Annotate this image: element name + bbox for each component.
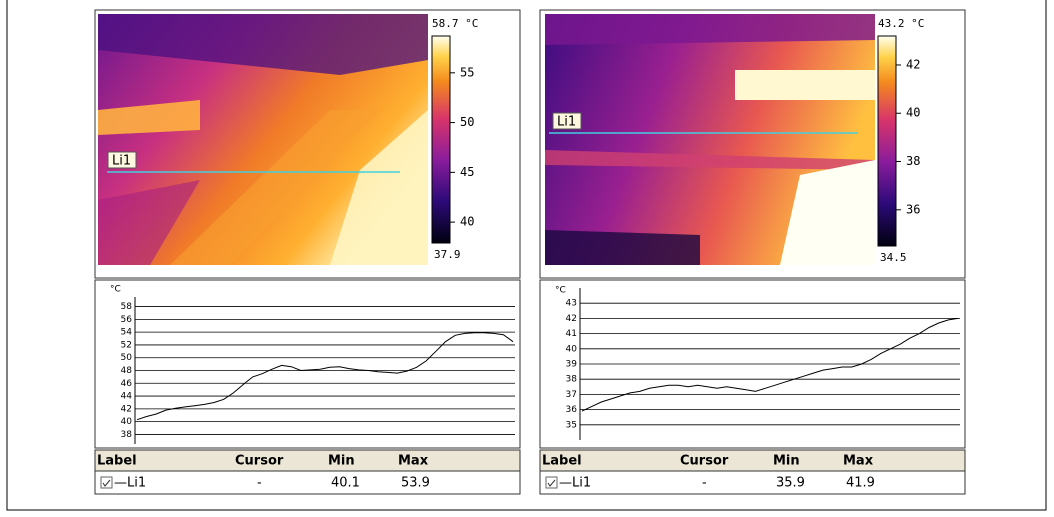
y-tick-label: 41	[566, 329, 577, 339]
y-tick-label: 35	[566, 420, 577, 430]
table-cell: -	[257, 476, 262, 491]
colorbar-tick-label: 50	[460, 115, 474, 129]
line-label-box	[552, 112, 582, 130]
profile-curve	[581, 317, 959, 412]
checkmark	[547, 479, 556, 487]
y-axis-label: °C	[555, 286, 566, 296]
colorbar-max: 58.7 °C	[432, 17, 478, 30]
table-cell: 35.9	[776, 476, 805, 491]
colorbar-tick-label: 45	[460, 165, 474, 179]
colorbar-tick-label: 42	[906, 57, 920, 71]
y-tick-label: 43	[566, 299, 577, 309]
table-header	[94, 449, 521, 472]
y-tick-label: 50	[121, 353, 133, 363]
colorbar-tick-label: 38	[906, 154, 920, 168]
y-tick-label: 56	[121, 315, 133, 325]
checkbox	[545, 476, 558, 489]
colorbar	[877, 35, 897, 247]
y-axis-label: °C	[110, 285, 121, 295]
y-tick-label: 58	[121, 302, 133, 312]
column-header: Cursor	[235, 454, 284, 469]
y-tick-label: 42	[566, 314, 577, 324]
y-tick-label: 40	[121, 417, 133, 427]
y-tick-label: 52	[121, 340, 132, 350]
table-cell: 40.1	[331, 476, 360, 491]
colorbar-tick-label: 36	[906, 202, 920, 216]
y-tick-label: 42	[121, 404, 132, 414]
column-header: Max	[398, 454, 429, 469]
y-tick-label: 39	[566, 360, 578, 370]
profile-curve	[136, 332, 514, 421]
column-header: Label	[97, 454, 137, 469]
y-tick-label: 44	[121, 392, 133, 402]
thermal-image	[94, 9, 521, 279]
column-header: Cursor	[680, 454, 729, 469]
colorbar-min: 34.5	[880, 251, 907, 264]
column-header: Max	[843, 454, 874, 469]
y-tick-label: 38	[566, 375, 578, 385]
column-header: Label	[542, 454, 582, 469]
table-cell: —Li1	[559, 476, 591, 491]
table-cell: —Li1	[114, 476, 146, 491]
colorbar-min: 37.9	[434, 248, 461, 261]
column-header: Min	[328, 454, 355, 469]
window-frame	[6, 0, 1047, 511]
colorbar-max: 43.2 °C	[878, 17, 924, 30]
y-tick-label: 38	[121, 430, 133, 440]
y-tick-label: 54	[121, 328, 133, 338]
table-cell: 41.9	[846, 476, 875, 491]
colorbar-tick-label: 55	[460, 65, 474, 79]
thermal-image	[539, 9, 966, 279]
chart-frame	[94, 279, 521, 449]
checkbox	[100, 476, 113, 489]
y-tick-label: 37	[566, 390, 577, 400]
line-label-box	[107, 151, 137, 169]
table-cell: 53.9	[401, 476, 430, 491]
y-tick-label: 48	[121, 366, 133, 376]
y-tick-label: 40	[566, 344, 578, 354]
colorbar-tick-label: 40	[906, 106, 920, 120]
colorbar-tick-label: 40	[460, 215, 474, 229]
column-header: Min	[773, 454, 800, 469]
line-label: Li1	[112, 154, 131, 169]
line-label: Li1	[557, 115, 576, 130]
y-tick-label: 36	[566, 405, 578, 415]
checkmark	[102, 479, 111, 487]
y-tick-label: 46	[121, 379, 133, 389]
colorbar	[431, 35, 451, 244]
table-header	[539, 449, 966, 472]
table-cell: -	[702, 476, 707, 491]
